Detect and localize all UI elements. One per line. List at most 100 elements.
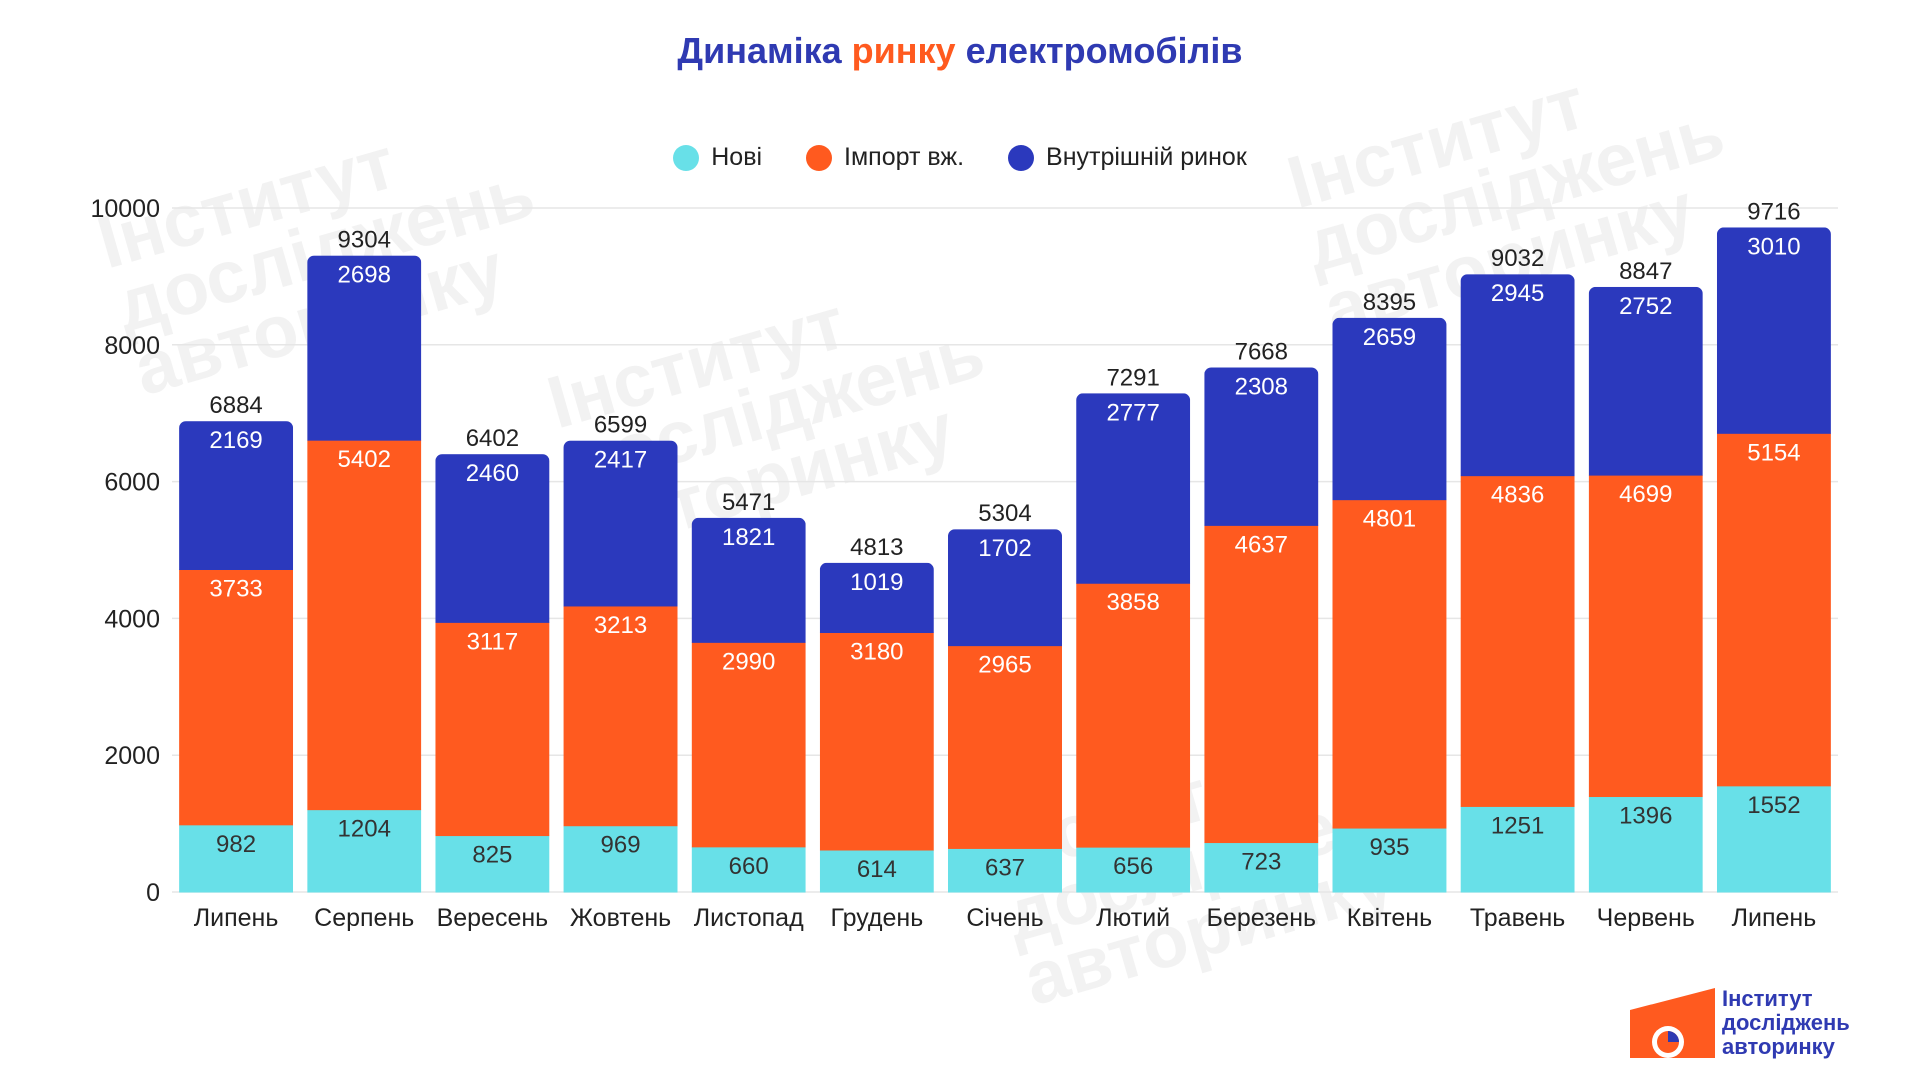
bar-segment [948, 529, 1062, 647]
bar-segment [948, 848, 1062, 893]
bar-segment [1716, 433, 1831, 787]
segment-value-label: 660 [729, 853, 769, 880]
segment-value-label: 935 [1369, 834, 1409, 861]
legend-swatch-import [806, 144, 833, 171]
segment-value-label: 1552 [1747, 792, 1800, 819]
bar-segment [307, 440, 422, 811]
segment-value-label: 2698 [338, 262, 391, 289]
total-value-label: 5471 [722, 489, 775, 516]
legend-item-domestic: Внутрішній ринок [1008, 143, 1247, 172]
bar-segment [1332, 317, 1447, 501]
bar-stack [435, 454, 550, 893]
x-category-label: Лютий [1096, 904, 1170, 932]
bar-segment [179, 421, 294, 570]
bar-segment [1588, 475, 1703, 798]
institute-logo-text: Інститут досліджень авторинку [1722, 987, 1912, 1059]
x-category-label: Липень [194, 904, 279, 932]
x-category-label: Серпень [314, 904, 414, 932]
title-part-3: електромобілів [965, 30, 1243, 71]
segment-value-label: 2777 [1106, 399, 1159, 426]
total-value-label: 4813 [850, 534, 903, 561]
x-category-label: Липень [1732, 904, 1817, 932]
segment-value-label: 1396 [1619, 803, 1672, 830]
logo-line: Інститут [1722, 986, 1813, 1011]
segment-value-label: 2945 [1491, 280, 1544, 307]
total-value-label: 7668 [1235, 339, 1288, 366]
segment-value-label: 825 [472, 842, 512, 869]
segment-value-label: 2752 [1619, 293, 1672, 320]
segment-value-label: 2990 [722, 648, 775, 675]
segment-value-label: 2169 [209, 427, 262, 454]
total-value-label: 7291 [1106, 364, 1159, 391]
bar-segment [307, 255, 422, 441]
bar-segment [1204, 367, 1319, 526]
x-category-label: Жовтень [570, 904, 671, 932]
segment-value-label: 1204 [338, 816, 391, 843]
segment-value-label: 3858 [1106, 589, 1159, 616]
bar-segment [948, 645, 1062, 849]
segment-value-label: 3117 [467, 628, 519, 655]
segment-value-label: 969 [601, 832, 641, 859]
bar-stack [1588, 286, 1703, 893]
segment-value-label: 3010 [1747, 233, 1800, 260]
total-value-label: 6884 [209, 392, 262, 419]
bar-segment [1332, 828, 1447, 893]
segment-value-label: 5402 [338, 446, 391, 473]
legend-label: Імпорт вж. [844, 143, 965, 171]
bar-segment [563, 605, 678, 827]
bar-segment [691, 846, 806, 893]
y-tick-label: 10000 [90, 195, 160, 223]
bar-stack [691, 517, 806, 893]
bar-segment [563, 825, 678, 893]
bar-segment [819, 632, 934, 851]
legend-swatch-new [673, 144, 700, 171]
bar-segment [435, 454, 550, 623]
y-tick-label: 6000 [104, 469, 160, 497]
segment-value-label: 1702 [978, 535, 1031, 562]
legend-swatch-domestic [1008, 144, 1035, 171]
segment-value-label: 4699 [1619, 481, 1672, 508]
total-value-label: 9716 [1747, 198, 1800, 225]
bar-stack [1076, 393, 1191, 893]
segment-value-label: 2417 [594, 447, 647, 474]
bar-stack [179, 421, 294, 893]
title-part-1: Динаміка [677, 30, 842, 71]
total-value-label: 5304 [978, 500, 1031, 527]
legend-item-import: Імпорт вж. [806, 143, 964, 172]
bar-segment [1588, 796, 1703, 893]
bar-stack [307, 255, 422, 893]
y-tick-label: 2000 [104, 742, 160, 770]
segment-value-label: 2308 [1235, 374, 1288, 401]
segment-value-label: 3180 [850, 638, 903, 665]
bar-stack [1204, 367, 1319, 893]
bar-segment [1076, 393, 1191, 584]
total-value-label: 8395 [1363, 289, 1416, 316]
segment-value-label: 3733 [209, 575, 262, 602]
y-tick-label: 8000 [104, 332, 160, 360]
chart-title: Динаміка ринку електромобілів [0, 30, 1920, 72]
segment-value-label: 723 [1241, 849, 1281, 876]
title-part-2: ринку [851, 30, 956, 71]
segment-value-label: 637 [985, 854, 1025, 881]
legend-label: Нові [711, 143, 763, 171]
y-tick-label: 4000 [104, 605, 160, 633]
total-value-label: 8847 [1619, 258, 1672, 285]
bar-segment [563, 440, 678, 607]
bar-stack [948, 529, 1062, 893]
chart-legend: Нові Імпорт вж. Внутрішній ринок [0, 143, 1920, 172]
bar-stack [1460, 274, 1575, 893]
total-value-label: 9304 [338, 227, 391, 254]
bar-segment [179, 824, 294, 893]
total-value-label: 6402 [466, 425, 519, 452]
x-category-label: Червень [1597, 904, 1695, 932]
x-category-label: Березень [1207, 904, 1317, 932]
bar-segment [435, 622, 550, 837]
bar-segment [691, 642, 806, 848]
bar-segment [1716, 227, 1831, 434]
bar-segment [1460, 274, 1575, 477]
bar-segment [179, 569, 294, 826]
segment-value-label: 4836 [1491, 482, 1544, 509]
bar-stack [1332, 317, 1447, 893]
segment-value-label: 1251 [1491, 812, 1544, 839]
